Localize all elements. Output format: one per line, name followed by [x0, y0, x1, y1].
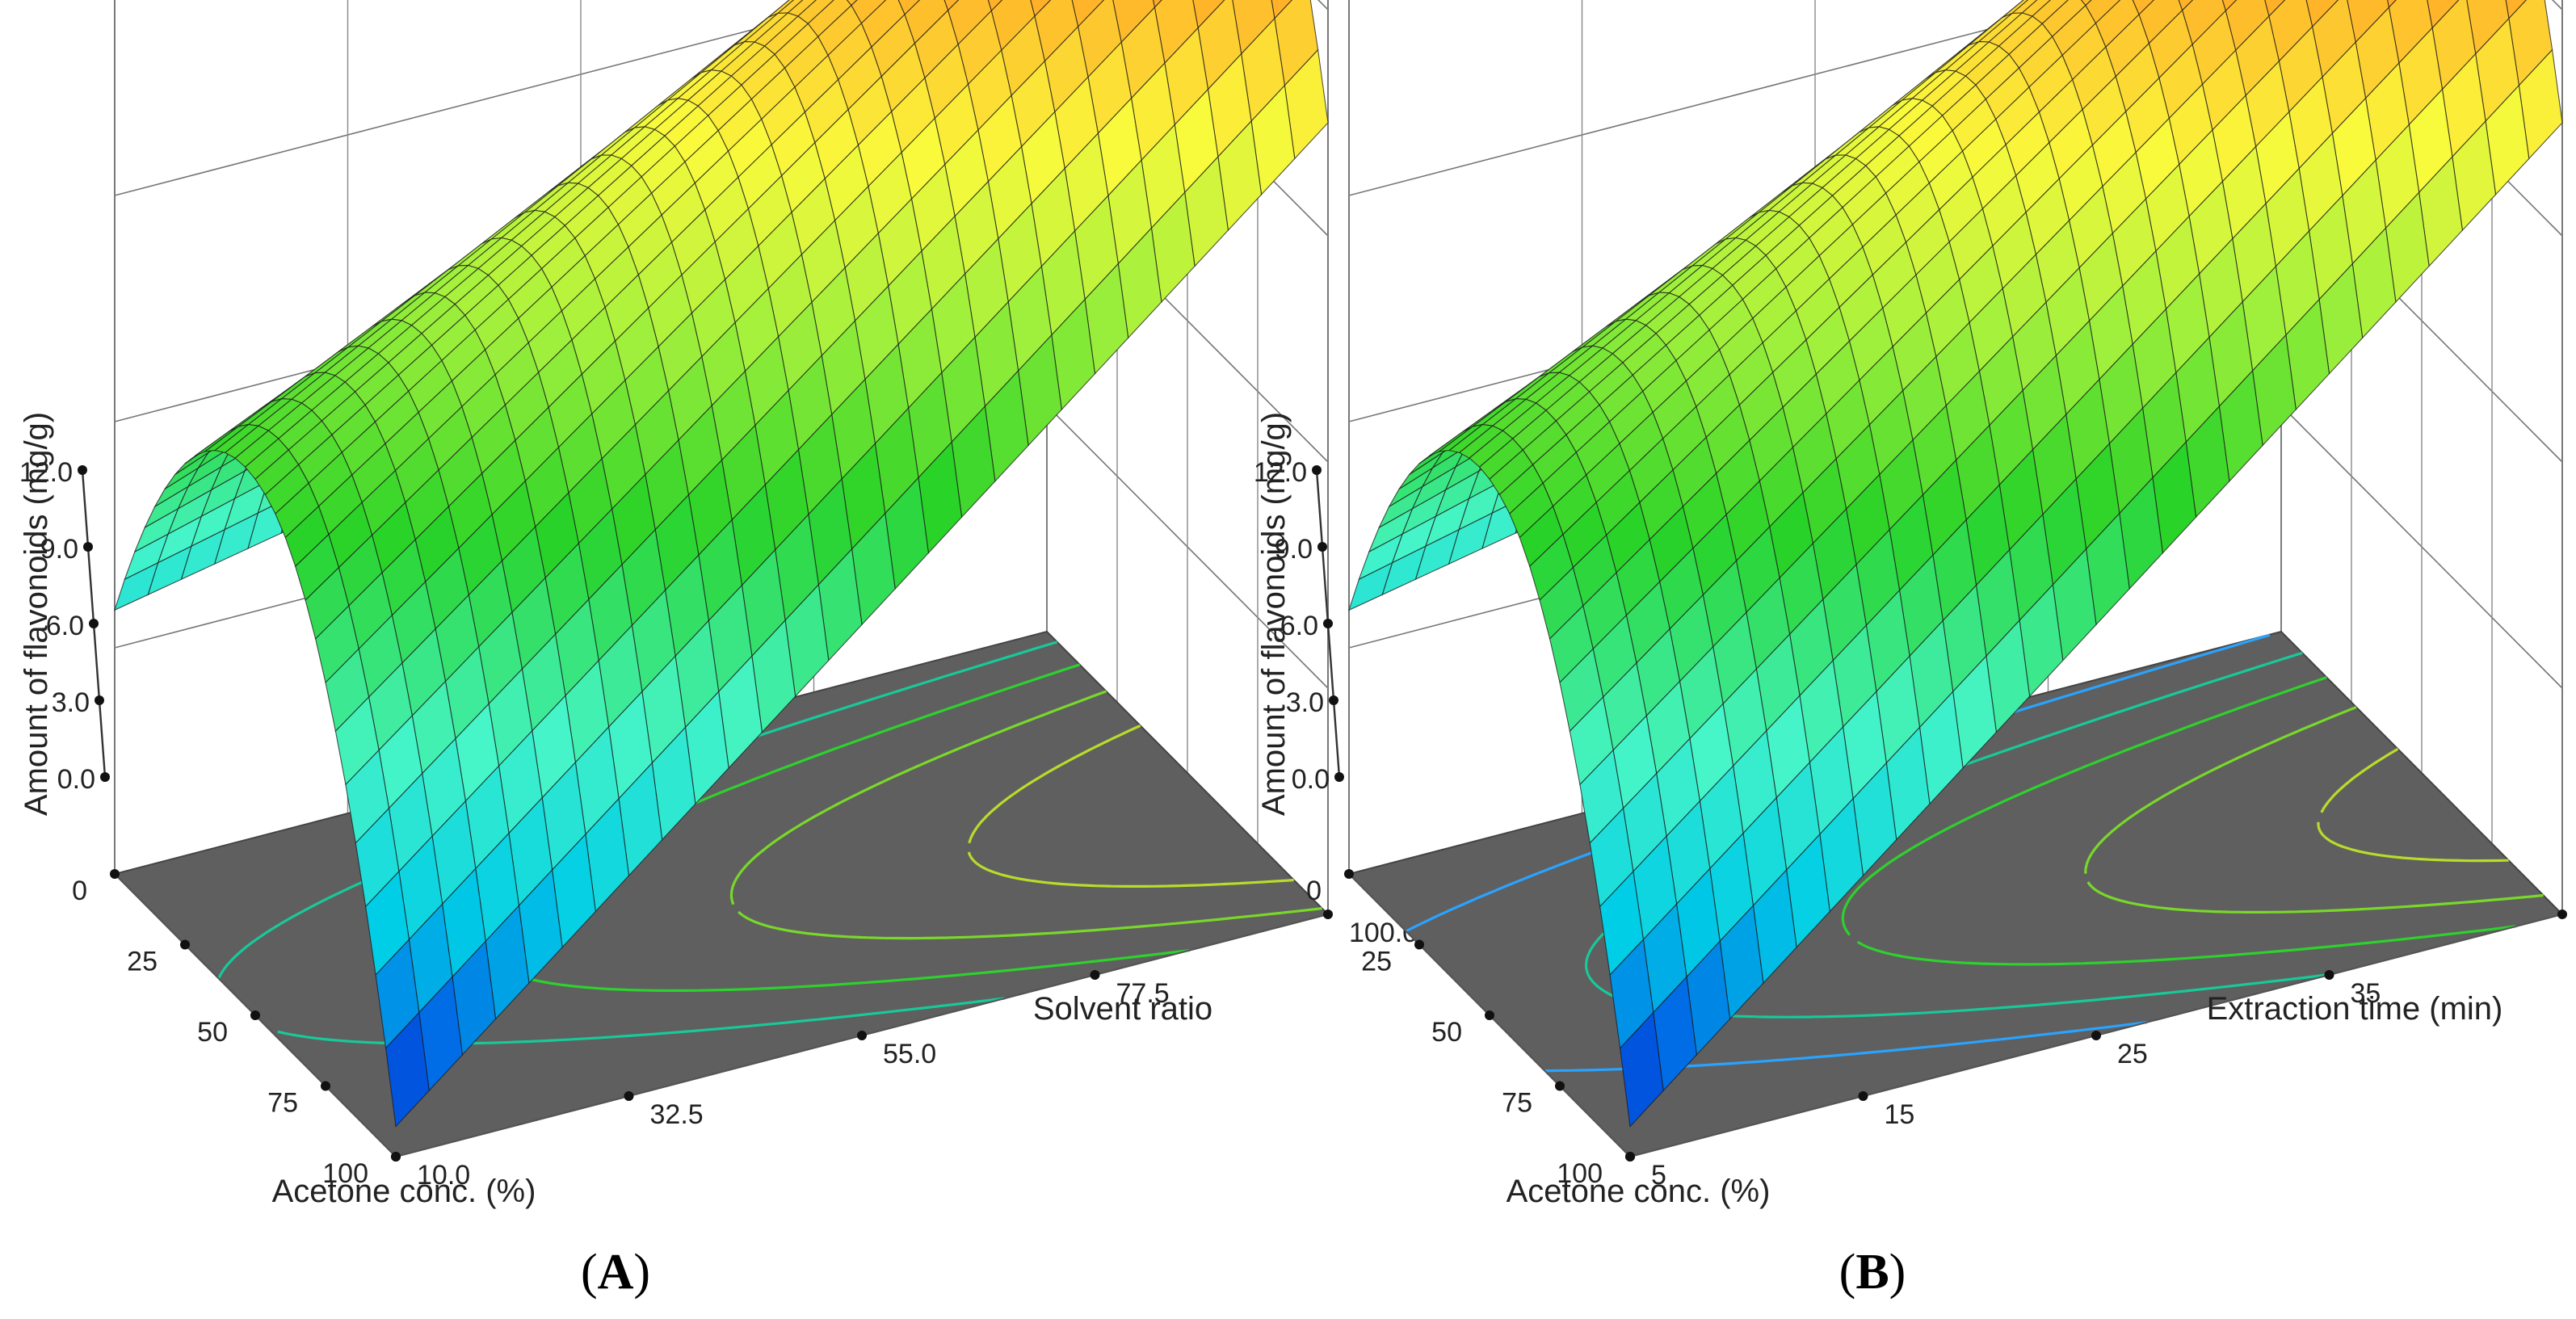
- x-tick-label: 25: [127, 947, 158, 977]
- y-axis-label: Extraction time (min): [2207, 991, 2503, 1027]
- z-tick: [83, 542, 93, 552]
- z-tick-label: 3.0: [1286, 687, 1324, 718]
- x-tick-label: 100: [322, 1158, 368, 1189]
- z-tick: [1329, 695, 1338, 705]
- y-tick: [2557, 909, 2567, 919]
- x-axis-label: Acetone conc. (%): [1507, 1174, 1771, 1209]
- z-axis-label: Amount of flavonoids (mg/g): [19, 412, 54, 816]
- panel-label-a: (A): [581, 1245, 650, 1300]
- y-tick-label: 55.0: [883, 1039, 936, 1069]
- y-tick: [1858, 1091, 1868, 1101]
- response-surface: [1348, 0, 2563, 1128]
- surface-patch: [1271, 0, 1293, 20]
- x-axis-label: Acetone conc. (%): [272, 1174, 536, 1209]
- z-tick-label: 3.0: [52, 687, 90, 718]
- y-tick-label: 35: [2351, 978, 2381, 1009]
- z-tick-label: 12.0: [1254, 457, 1307, 488]
- contour-line: [2317, 747, 2509, 863]
- z-tick: [78, 465, 87, 475]
- z-tick: [1323, 619, 1333, 628]
- x-tick-label: 0: [1306, 876, 1322, 906]
- z-tick: [100, 772, 110, 782]
- axis-ticks: 12.09.06.03.00.00255075100515253545: [1254, 457, 2567, 1191]
- x-tick-label: 25: [1361, 947, 1392, 977]
- y-tick-label: 77.5: [1116, 978, 1170, 1009]
- y-tick-label: 32.5: [650, 1099, 704, 1130]
- z-tick-label: 9.0: [40, 534, 78, 565]
- x-tick-label: 75: [1502, 1088, 1532, 1119]
- chart-panel-a: 12.0 9.0 6.0 3.0 0.0 0 25 50 75 100 10.0 32.5 55.0 77…: [19, 0, 1418, 1300]
- y-tick-label: 25: [2117, 1039, 2148, 1069]
- z-tick: [1317, 542, 1327, 552]
- z-tick: [89, 619, 99, 628]
- y-tick-label: 5: [1651, 1160, 1666, 1191]
- y-tick: [857, 1031, 867, 1040]
- x-tick: [1414, 939, 1424, 950]
- y-tick: [624, 1091, 634, 1101]
- contour-line: [729, 690, 1322, 940]
- y-tick: [391, 1152, 401, 1161]
- y-tick: [1323, 909, 1333, 919]
- contour-line: [2084, 706, 2544, 914]
- x-tick-label: 0: [72, 876, 87, 906]
- z-tick-label: 0.0: [57, 764, 95, 795]
- y-tick: [1090, 970, 1100, 980]
- x-tick-label: 50: [1431, 1017, 1462, 1048]
- y-tick-label: 15: [1885, 1099, 1915, 1130]
- x-tick-label: 75: [267, 1088, 298, 1119]
- y-tick: [2324, 970, 2334, 980]
- z-tick-label: 9.0: [1275, 534, 1313, 565]
- y-tick: [1625, 1152, 1635, 1161]
- z-tick-label: 0.0: [1292, 764, 1330, 795]
- z-tick-label: 6.0: [46, 611, 84, 641]
- panel-label-b: (B): [1839, 1245, 1906, 1300]
- x-tick: [1485, 1010, 1494, 1020]
- y-tick: [2091, 1031, 2101, 1040]
- z-tick: [1334, 772, 1344, 782]
- surface-patch: [987, 0, 1003, 12]
- chart-panel-b: 12.09.06.03.00.00255075100515253545 Amou…: [1254, 0, 2567, 1300]
- z-tick-label: 6.0: [1280, 611, 1318, 641]
- z-tick: [95, 695, 104, 705]
- x-tick: [110, 869, 120, 879]
- x-tick-label: 50: [197, 1017, 228, 1048]
- x-tick: [1555, 1081, 1565, 1091]
- surface-patch: [2221, 0, 2238, 12]
- x-tick: [180, 939, 190, 950]
- z-tick: [1312, 465, 1322, 475]
- response-surface: [114, 0, 1329, 1128]
- y-axis-label: Solvent ratio: [1033, 991, 1212, 1027]
- z-tick-label: 12.0: [19, 457, 73, 488]
- z-axis-label: Amount of flavonoids (mg/g): [1256, 412, 1292, 816]
- x-tick-label: 100: [1557, 1158, 1603, 1189]
- surface-patch: [2505, 0, 2528, 20]
- x-tick: [321, 1081, 330, 1091]
- x-tick: [1344, 869, 1354, 879]
- y-tick-label: 10.0: [417, 1160, 470, 1191]
- surface-patch: [385, 1011, 430, 1128]
- contour-line: [1841, 676, 2516, 966]
- axis-ticks: 12.0 9.0 6.0 3.0 0.0 0 25 50 75 100 10.0 32.5 55.0 77…: [19, 457, 1418, 1191]
- contour-line: [967, 724, 1294, 888]
- surface-patch: [1620, 1011, 1664, 1128]
- x-tick: [250, 1010, 260, 1020]
